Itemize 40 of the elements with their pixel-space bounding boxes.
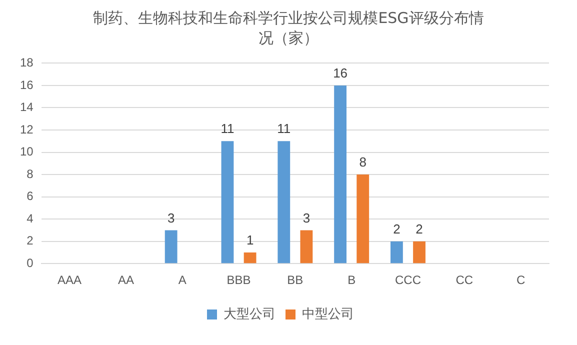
bar bbox=[221, 141, 234, 264]
y-tick-label: 12 bbox=[20, 122, 34, 136]
bar bbox=[356, 174, 370, 264]
x-tick-label: BBB bbox=[226, 273, 251, 288]
y-tick-label: 10 bbox=[20, 144, 34, 159]
x-tick-label: CCC bbox=[394, 273, 422, 288]
y-tick-label: 14 bbox=[20, 100, 34, 114]
bar bbox=[300, 230, 313, 264]
x-tick-label: CC bbox=[456, 273, 474, 288]
data-label: 11 bbox=[277, 121, 291, 136]
y-tick-label: 8 bbox=[26, 166, 34, 181]
x-tick-label: C bbox=[516, 273, 526, 288]
y-tick-label: 2 bbox=[26, 234, 34, 248]
x-tick-label: AA bbox=[118, 273, 134, 288]
data-label: 2 bbox=[416, 221, 423, 236]
data-label: 8 bbox=[359, 154, 366, 170]
chart-title: 制药、生物科技和生命科学行业按公司规模ESG评级分布情况（家） bbox=[92, 8, 485, 48]
x-tick-label: A bbox=[178, 273, 186, 288]
y-tick-label: 4 bbox=[26, 211, 34, 226]
y-tick-label: 6 bbox=[26, 189, 34, 204]
legend-label: 中型公司 bbox=[302, 306, 354, 322]
y-tick-label: 0 bbox=[26, 256, 34, 270]
bar bbox=[164, 230, 178, 264]
data-label: 16 bbox=[333, 66, 348, 81]
data-label: 3 bbox=[167, 210, 175, 226]
x-tick-label: AAA bbox=[58, 273, 82, 288]
bar bbox=[413, 241, 426, 264]
bar bbox=[390, 241, 403, 264]
data-label: 3 bbox=[302, 210, 310, 226]
y-tick-label: 16 bbox=[20, 78, 34, 92]
data-label: 1 bbox=[246, 232, 254, 248]
x-tick-label: B bbox=[348, 273, 356, 288]
y-tick-label: 18 bbox=[20, 56, 34, 70]
bar bbox=[278, 141, 290, 264]
bar bbox=[334, 85, 347, 264]
bar bbox=[244, 252, 256, 264]
legend-label: 大型公司 bbox=[224, 306, 276, 322]
x-tick-label: BB bbox=[287, 273, 304, 288]
data-label: 2 bbox=[393, 221, 400, 236]
data-label: 11 bbox=[220, 121, 234, 136]
